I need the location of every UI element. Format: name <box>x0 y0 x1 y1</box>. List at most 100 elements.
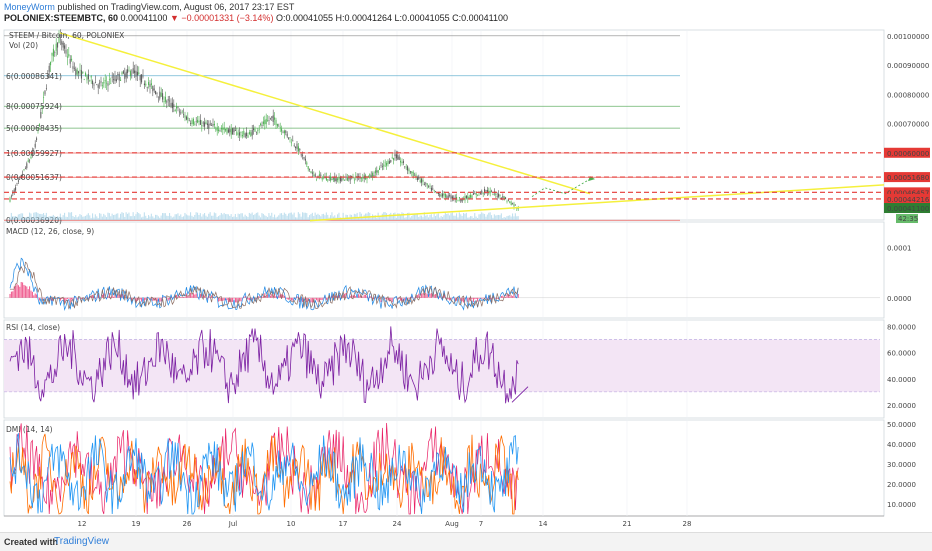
x-tick-label: 10 <box>287 520 296 528</box>
macd-hist-bar <box>145 298 146 300</box>
candle-body <box>40 112 41 118</box>
volume-bar <box>221 213 222 220</box>
volume-bar <box>70 213 71 220</box>
volume-bar <box>11 213 12 220</box>
candle-body <box>315 174 316 177</box>
volume-bar <box>509 215 510 220</box>
candle-body <box>99 83 100 84</box>
candle-body <box>425 183 426 184</box>
volume-bar <box>47 217 48 220</box>
candle-body <box>31 157 32 158</box>
candle-body <box>38 129 39 130</box>
tradingview-logo[interactable]: TradingView <box>54 536 109 547</box>
volume-bar <box>414 215 415 220</box>
volume-bar <box>103 214 104 220</box>
volume-bar <box>446 214 447 220</box>
candle-body <box>109 79 110 80</box>
volume-bar <box>456 213 457 220</box>
macd-hist-bar <box>232 298 233 302</box>
macd-hist-bar <box>141 298 142 302</box>
macd-hist-bar <box>33 295 34 297</box>
volume-bar <box>268 213 269 220</box>
volume-bar <box>162 213 163 220</box>
candle-body <box>459 197 460 198</box>
candle-body <box>95 82 96 83</box>
macd-hist-bar <box>35 294 36 298</box>
macd-hist-bar <box>224 298 225 301</box>
candle-body <box>236 132 237 135</box>
candle-body <box>239 132 240 135</box>
candle-body <box>343 178 344 179</box>
volume-bar <box>176 214 177 220</box>
candle-body <box>339 177 340 180</box>
candle-body <box>400 161 401 163</box>
candle-body <box>151 83 152 85</box>
macd-hist-bar <box>270 296 271 298</box>
volume-bar <box>506 216 507 220</box>
volume-bar <box>182 217 183 220</box>
macd-hist-bar <box>239 298 240 302</box>
volume-bar <box>163 213 164 220</box>
candle-body <box>514 204 515 207</box>
candle-body <box>298 146 299 151</box>
volume-bar <box>235 214 236 220</box>
candle-body <box>374 175 375 176</box>
macd-hist-bar <box>222 298 223 301</box>
volume-bar <box>155 215 156 220</box>
macd-hist-bar <box>473 298 474 302</box>
volume-bar <box>239 214 240 220</box>
y-tick-label: 0.00070000 <box>887 121 929 129</box>
candle-body <box>369 174 370 178</box>
candle-body <box>473 193 474 195</box>
volume-bar <box>511 217 512 220</box>
candle-body <box>297 144 298 149</box>
candle-body <box>25 168 26 169</box>
macd-hist-bar <box>235 298 236 303</box>
candle-body <box>441 195 442 196</box>
volume-bar <box>401 212 402 220</box>
candle-body <box>497 196 498 197</box>
volume-bar <box>394 213 395 220</box>
volume-bar <box>128 213 129 220</box>
volume-bar <box>450 213 451 220</box>
footer: Created with TradingView <box>0 532 932 551</box>
volume-bar <box>71 212 72 220</box>
volume-bar <box>305 213 306 220</box>
candle-body <box>267 120 268 121</box>
volume-bar <box>105 215 106 220</box>
candle-body <box>168 99 169 101</box>
candle-body <box>169 101 170 102</box>
uptrend-line <box>310 185 884 221</box>
volume-bar <box>436 214 437 220</box>
candle-body <box>333 178 334 180</box>
chart-area[interactable]: 6(0.00086341)8(0.00075924)5(0.00068435)1… <box>0 0 932 532</box>
volume-bar <box>117 213 118 220</box>
macd-hist-bar <box>157 298 158 302</box>
volume-bar <box>19 214 20 220</box>
candle-body <box>81 70 82 78</box>
volume-bar <box>434 214 435 220</box>
volume-bar <box>149 217 150 220</box>
candle-body <box>221 128 222 129</box>
candle-body <box>493 194 494 195</box>
candle-body <box>74 68 75 69</box>
candle-body <box>50 62 51 65</box>
volume-bar <box>397 213 398 220</box>
volume-bar <box>65 217 66 220</box>
candle-body <box>259 129 260 130</box>
candle-body <box>285 131 286 133</box>
volume-bar <box>422 217 423 220</box>
candle-body <box>444 193 445 195</box>
volume-bar <box>502 218 503 220</box>
volume-bar <box>23 218 24 220</box>
candle-body <box>375 170 376 173</box>
macd-hist-bar <box>431 293 432 298</box>
candle-body <box>509 201 510 203</box>
candle-body <box>277 124 278 126</box>
volume-bar <box>57 216 58 220</box>
macd-hist-bar <box>288 298 289 300</box>
volume-bar <box>217 217 218 220</box>
macd-hist-bar <box>159 298 160 302</box>
macd-hist-bar <box>467 298 468 302</box>
volume-bar <box>215 213 216 220</box>
